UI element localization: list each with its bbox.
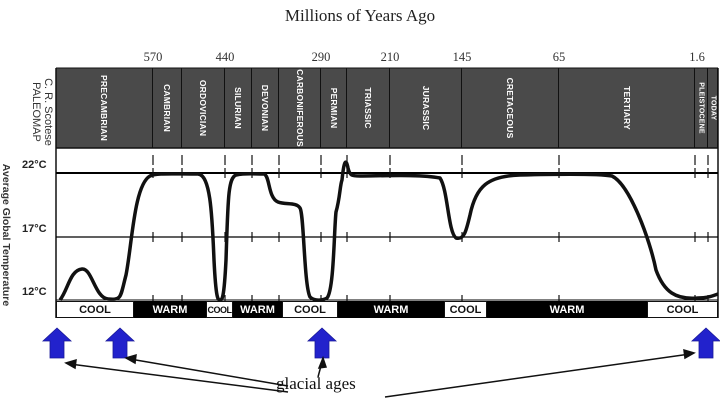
- mya-tick-label: 440: [215, 50, 235, 64]
- climate-band-cool: COOL: [206, 301, 233, 318]
- period-carboniferous: CARBONIFEROUS: [279, 68, 321, 148]
- mya-tick-label: 65: [552, 50, 566, 64]
- period-cambrian: CAMBRIAN: [153, 68, 182, 148]
- climate-band-warm: WARM: [233, 301, 282, 318]
- y-tick-label: 22°C: [22, 159, 47, 171]
- y-tick-label: 12°C: [22, 286, 47, 298]
- period-silurian: SILURIAN: [225, 68, 252, 148]
- mya-tick-label: 210: [380, 50, 400, 64]
- glacial-arrow-icon: [104, 327, 136, 359]
- climate-band-cool: COOL: [647, 301, 718, 318]
- glacial-arrow-icon: [690, 327, 720, 359]
- mya-tick-label: 1.6: [689, 50, 705, 64]
- period-tertiary: TERTIARY: [559, 68, 695, 148]
- period-precambrian: PRECAMBRIAN: [56, 68, 153, 148]
- period-cretaceous: CRETACEOUS: [462, 68, 559, 148]
- temperature-curve: [58, 160, 719, 302]
- period-devonian: DEVONIAN: [252, 68, 279, 148]
- climate-band-warm: WARM: [134, 301, 206, 318]
- climate-band-cool: COOL: [444, 301, 487, 318]
- chart-title: Millions of Years Ago: [284, 6, 436, 25]
- glacial-ages-label: glacial ages: [276, 374, 356, 393]
- period-ordovician: ORDOVICIAN: [182, 68, 225, 148]
- climate-band-cool: COOL: [282, 301, 338, 318]
- glacial-arrow-icon: [41, 327, 73, 359]
- climate-band-warm: WARM: [487, 301, 647, 318]
- period-jurassic: JURASSIC: [390, 68, 462, 148]
- mya-tick-label: 145: [452, 50, 472, 64]
- glacial-arrow-icon: [306, 327, 338, 359]
- period-pleistocene: PLEISTOCENE: [695, 68, 708, 148]
- period-permian: PERMIAN: [321, 68, 347, 148]
- climate-band-cool: COOL: [56, 301, 134, 318]
- period-triassic: TRIASSIC: [347, 68, 390, 148]
- mya-tick-label: 570: [143, 50, 163, 64]
- y-tick-label: 17°C: [22, 223, 47, 235]
- mya-tick-label: 290: [311, 50, 331, 64]
- climate-band-warm: WARM: [338, 301, 444, 318]
